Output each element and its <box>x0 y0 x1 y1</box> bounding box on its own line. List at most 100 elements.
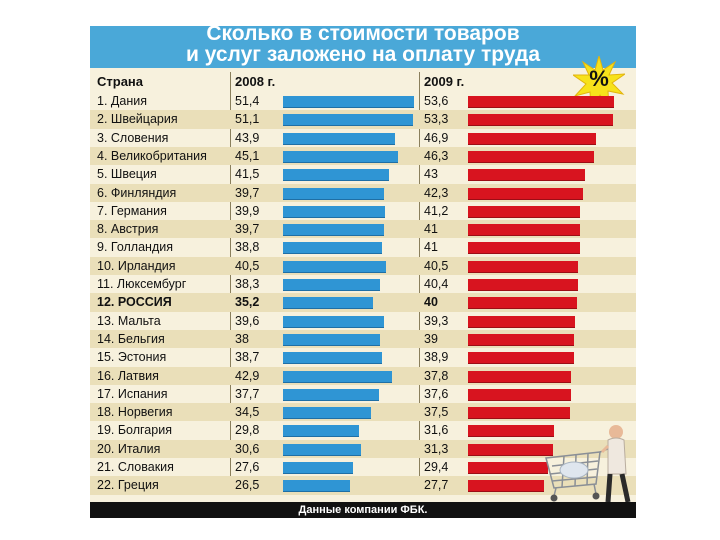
country-label: 10. Ирландия <box>97 258 176 273</box>
percent-badge: % <box>589 66 609 91</box>
table-row: 21. Словакия 27,6 29,4 <box>90 458 636 476</box>
table-row: 16. Латвия 42,9 37,8 <box>90 366 636 385</box>
bar-2008 <box>283 462 354 474</box>
bar-2009 <box>468 205 581 218</box>
value-2009-label: 53,3 <box>424 112 449 127</box>
value-2008-label: 39,7 <box>235 222 260 237</box>
value-2009-label: 37,8 <box>424 368 449 383</box>
bar-2009 <box>468 114 614 127</box>
bar-2008 <box>283 242 382 255</box>
bar-2009 <box>468 169 586 182</box>
chart-title-line-1: Сколько в стоимости товаров <box>206 22 520 45</box>
table-row: 14. Бельгия 38 39 <box>90 329 636 349</box>
table-row: 8. Австрия 39,7 41 <box>90 220 636 239</box>
value-2008-label: 35,2 <box>235 295 260 310</box>
bar-2008 <box>283 114 414 127</box>
value-2008-label: 38,3 <box>235 277 260 291</box>
bar-2008 <box>283 279 381 291</box>
value-2009-label: 41 <box>424 222 438 237</box>
value-2009-label: 41,2 <box>424 203 449 218</box>
bar-2008 <box>283 443 361 456</box>
table-row: 2. Швейцария 51,1 53,3 <box>90 110 636 129</box>
value-2009-label: 31,3 <box>424 441 449 456</box>
year-2009-column-header: 2009 г. <box>424 74 465 89</box>
bar-2009 <box>468 315 576 328</box>
value-2008-label: 51,1 <box>235 112 260 127</box>
value-2009-label: 41 <box>424 240 438 255</box>
bar-2009 <box>468 443 554 456</box>
value-2009-label: 40,5 <box>424 258 449 273</box>
country-label: 16. Латвия <box>97 368 159 383</box>
bar-2009 <box>468 297 578 310</box>
value-2009-label: 38,9 <box>424 350 449 365</box>
bar-2008 <box>283 297 373 310</box>
bar-2009 <box>468 279 579 291</box>
country-label: 18. Норвегия <box>97 405 173 420</box>
country-label: 19. Болгария <box>97 423 172 438</box>
country-label: 15. Эстония <box>97 350 167 365</box>
percent-burst-icon <box>573 56 625 108</box>
bar-2008 <box>283 370 393 383</box>
table-row: 12. РОССИЯ 35,2 40 <box>90 293 636 312</box>
bar-2009 <box>468 462 549 474</box>
value-2008-label: 38 <box>235 331 249 346</box>
value-2008-label: 41,5 <box>235 167 260 182</box>
value-2008-label: 37,7 <box>235 386 260 401</box>
value-2009-label: 46,3 <box>424 148 449 163</box>
bar-2009 <box>468 150 595 163</box>
bar-2009 <box>468 407 571 420</box>
value-2008-label: 38,7 <box>235 350 260 365</box>
value-2008-label: 51,4 <box>235 94 260 108</box>
country-label: 4. Великобритания <box>97 148 207 163</box>
value-2009-label: 42,3 <box>424 185 449 200</box>
table-row: 19. Болгария 29,8 31,6 <box>90 421 636 439</box>
table-row: 22. Греция 26,5 27,7 <box>90 476 636 495</box>
value-2008-label: 26,5 <box>235 478 260 493</box>
country-label: 14. Бельгия <box>97 331 165 346</box>
table-row: 5. Швеция 41,5 43 <box>90 165 636 183</box>
country-label: 7. Германия <box>97 203 167 218</box>
bar-2008 <box>283 407 371 420</box>
table-row: 20. Италия 30,6 31,3 <box>90 439 636 458</box>
value-2008-label: 42,9 <box>235 368 260 383</box>
value-2009-label: 53,6 <box>424 94 449 108</box>
table-row: 3. Словения 43,9 46,9 <box>90 129 636 147</box>
value-2008-label: 40,5 <box>235 258 260 273</box>
bar-2008 <box>283 224 385 237</box>
bar-2008 <box>283 480 351 493</box>
country-label: 17. Испания <box>97 386 168 401</box>
infographic: Сколько в стоимости товаров и услуг зало… <box>90 22 636 518</box>
table-row: 9. Голландия 38,8 41 <box>90 238 636 256</box>
value-2009-label: 37,6 <box>424 386 449 401</box>
value-2009-label: 43 <box>424 167 438 182</box>
value-2009-label: 27,7 <box>424 478 449 493</box>
value-2009-label: 37,5 <box>424 405 449 420</box>
country-label: 1. Дания <box>97 94 147 108</box>
table-row: 15. Эстония 38,7 38,9 <box>90 348 636 366</box>
value-2009-label: 39,3 <box>424 313 449 328</box>
bar-2009 <box>468 352 575 365</box>
country-label: 2. Швейцария <box>97 112 178 127</box>
bar-2008 <box>283 333 380 346</box>
year-2008-column-header: 2008 г. <box>235 74 276 89</box>
country-label: 5. Швеция <box>97 167 157 182</box>
table-row: 13. Мальта 39,6 39,3 <box>90 312 636 330</box>
bar-2009 <box>468 480 544 493</box>
table-row: 11. Люксембург 38,3 40,4 <box>90 275 636 293</box>
table-row: 18. Норвегия 34,5 37,5 <box>90 403 636 422</box>
table-row: 4. Великобритания 45,1 46,3 <box>90 146 636 166</box>
value-2009-label: 29,4 <box>424 460 449 474</box>
bar-2009 <box>468 333 575 346</box>
country-label: 22. Греция <box>97 478 159 493</box>
column-divider <box>230 72 231 486</box>
bar-2009 <box>468 425 555 438</box>
country-label: 11. Люксембург <box>97 277 187 291</box>
value-2009-label: 39 <box>424 331 438 346</box>
value-2008-label: 27,6 <box>235 460 260 474</box>
country-column-header: Страна <box>97 74 144 89</box>
bar-2009 <box>468 242 580 255</box>
bar-2008 <box>283 187 385 200</box>
column-divider <box>419 72 420 486</box>
value-2008-label: 29,8 <box>235 423 260 438</box>
table-row: 17. Испания 37,7 37,6 <box>90 385 636 403</box>
